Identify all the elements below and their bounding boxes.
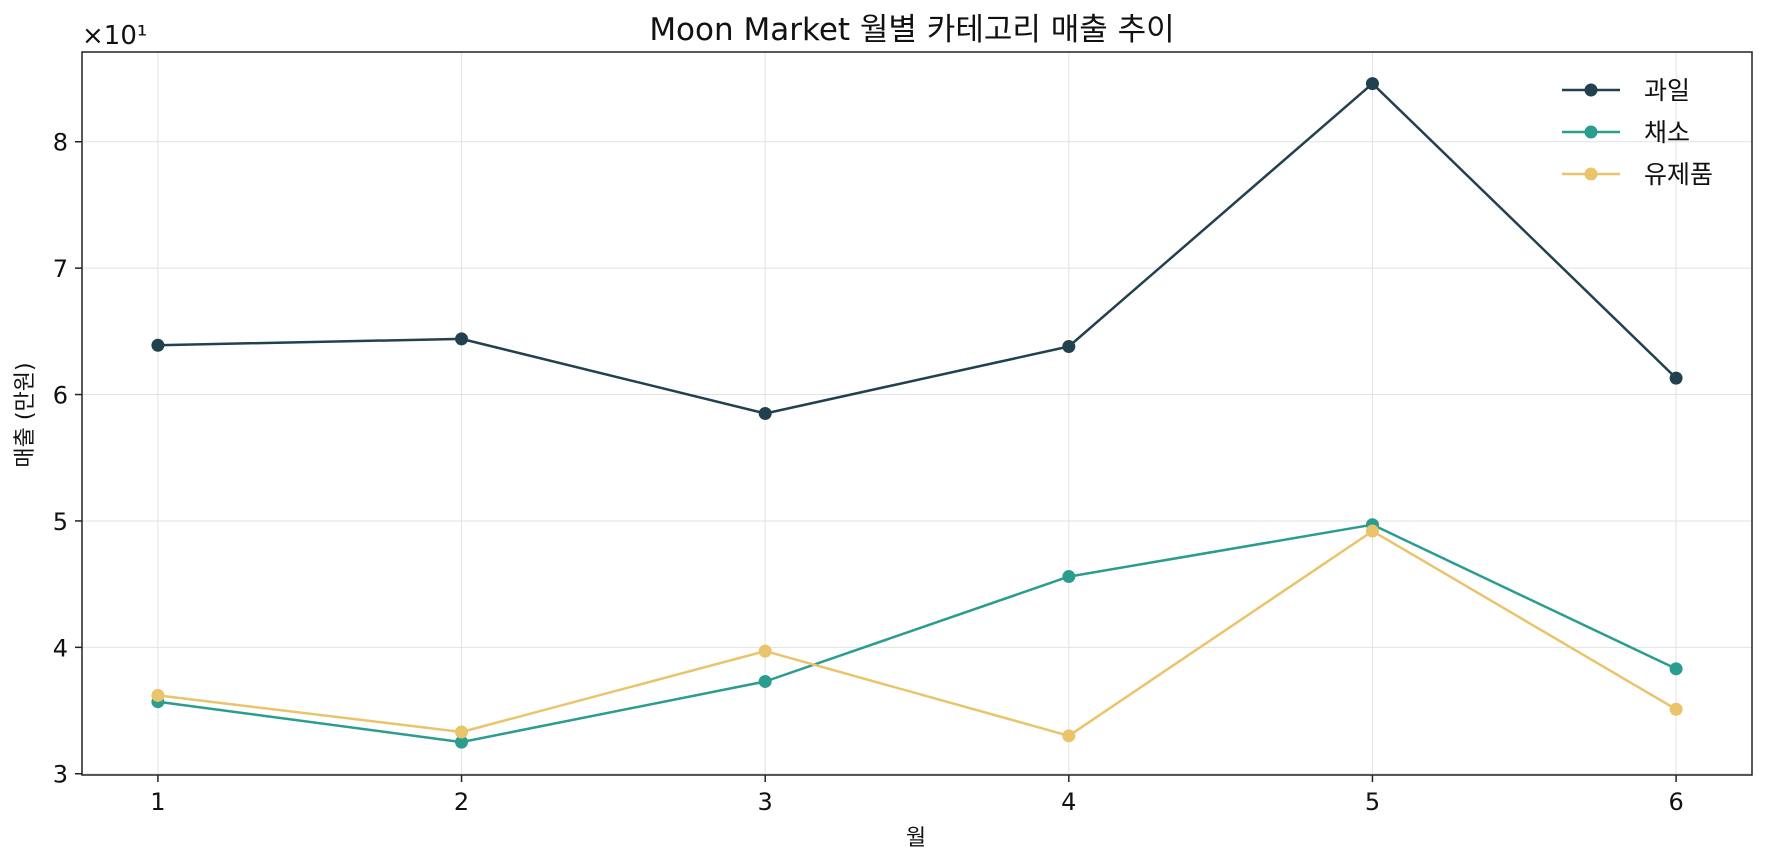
y-axis-offset-label: ×10¹: [82, 21, 147, 51]
series-line-1: [157, 523, 1677, 744]
y-axis-label: 매출 (만원): [13, 362, 38, 467]
legend-marker-0: [1584, 83, 1598, 97]
y-tick-label: 8: [53, 129, 68, 157]
x-tick-label: 3: [758, 788, 773, 816]
series-lines: [157, 82, 1677, 744]
data-point: [1365, 524, 1379, 538]
data-point: [455, 735, 469, 749]
y-tick-label: 3: [53, 761, 68, 789]
x-tick-label: 6: [1668, 788, 1683, 816]
data-point: [1062, 340, 1076, 354]
x-tick-label: 1: [150, 788, 165, 816]
y-tick-label: 5: [53, 508, 68, 536]
data-point: [1062, 729, 1076, 743]
x-tick-label: 4: [1061, 788, 1076, 816]
y-tick-label: 4: [53, 634, 68, 662]
legend-marker-1: [1584, 125, 1598, 139]
legend-marker-2: [1584, 167, 1598, 181]
data-point: [151, 688, 165, 702]
x-axis-label: 월: [906, 826, 926, 851]
series-points: [151, 77, 1683, 749]
legend-label-0: 과일: [1644, 76, 1690, 105]
x-tick-label: 2: [454, 788, 469, 816]
legend-label-2: 유제품: [1644, 160, 1713, 189]
data-point: [1062, 570, 1076, 584]
plot-frame: [81, 51, 1753, 776]
data-point: [1669, 702, 1683, 716]
y-tick-label: 7: [53, 255, 68, 283]
data-point: [151, 338, 165, 352]
data-point: [455, 725, 469, 739]
data-point: [1365, 77, 1379, 91]
series-line-2: [157, 529, 1677, 738]
legend-label-1: 채소: [1644, 118, 1690, 147]
chart-title: Moon Market 월별 카테고리 매출 추이: [649, 12, 1174, 48]
x-tick-label: 5: [1365, 788, 1380, 816]
data-point: [1669, 371, 1683, 385]
data-point: [758, 674, 772, 688]
grid-lines: [82, 52, 1752, 775]
data-point: [455, 332, 469, 346]
axis-ticks: 1 2 3 4 5 6 3 4 5 6 7 8: [53, 129, 1684, 816]
data-point: [1669, 662, 1683, 676]
data-point: [758, 644, 772, 658]
data-point: [758, 407, 772, 420]
series-line-0: [157, 82, 1677, 415]
y-tick-label: 6: [53, 382, 68, 410]
